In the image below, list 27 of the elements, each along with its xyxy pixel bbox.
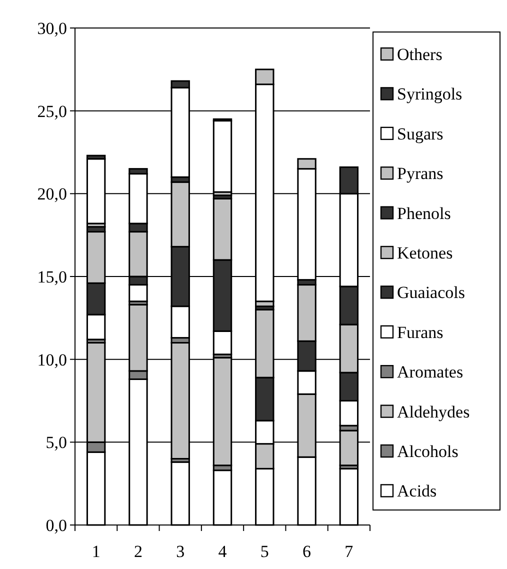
legend-label: Ketones — [397, 243, 453, 262]
y-tick-label: 25,0 — [37, 102, 67, 121]
legend-label: Phenols — [397, 204, 451, 223]
legend-label: Furans — [397, 322, 444, 342]
y-tick-label: 15,0 — [37, 267, 67, 286]
legend-label: Syringols — [397, 84, 462, 104]
x-tick-label: 1 — [92, 542, 100, 561]
x-tick-label: 2 — [134, 542, 142, 561]
y-tick-label: 0,0 — [46, 516, 67, 535]
x-tick-label: 4 — [218, 542, 228, 561]
legend-label: Pyrans — [397, 164, 444, 184]
bar — [212, 120, 232, 193]
x-tick-label: 6 — [302, 542, 312, 561]
x-tick-label: 5 — [260, 542, 269, 561]
legend-label: Alcohols — [397, 442, 458, 461]
x-tick-label: 7 — [344, 542, 354, 561]
y-tick-label: 10,0 — [37, 350, 67, 370]
y-tick-label: 30,0 — [37, 18, 67, 38]
legend-label: Others — [397, 44, 442, 64]
legend-label: Sugars — [397, 124, 444, 144]
legend-label: Aldehydes — [397, 402, 470, 422]
y-tick-label: 5,0 — [46, 433, 67, 452]
legend-label: Aromates — [397, 362, 464, 382]
legend-label: Acids — [397, 482, 437, 501]
legend-label: Guaiacols — [397, 283, 465, 302]
x-tick-label: 3 — [176, 542, 185, 561]
y-tick-label: 20,0 — [37, 184, 67, 204]
